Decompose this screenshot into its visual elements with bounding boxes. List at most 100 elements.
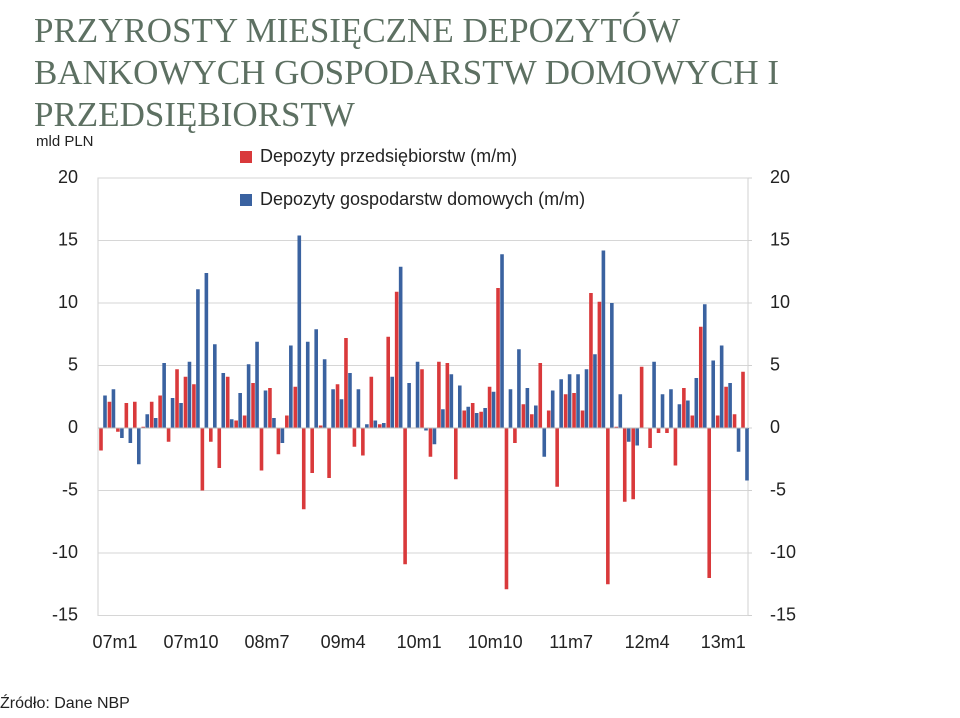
bar <box>593 354 597 428</box>
bar <box>424 428 428 431</box>
bar <box>415 361 420 428</box>
bar <box>441 409 445 428</box>
bar <box>698 326 703 428</box>
bar <box>136 428 141 465</box>
y-tick-label: 5 <box>68 354 78 374</box>
bar <box>496 288 500 428</box>
bar <box>420 369 424 428</box>
bar <box>563 394 568 428</box>
bar <box>432 428 437 445</box>
y-tick-label: 20 <box>58 167 78 187</box>
bar <box>707 428 712 578</box>
bar <box>183 376 188 428</box>
bar <box>116 428 120 432</box>
bar <box>719 345 724 428</box>
bar <box>128 428 133 443</box>
y-tick-label: -10 <box>52 542 78 562</box>
x-tick-label: 08m7 <box>245 632 290 652</box>
bar <box>724 386 728 428</box>
bar <box>145 414 150 428</box>
bar <box>479 411 483 428</box>
bar <box>373 420 378 428</box>
bar <box>686 400 690 428</box>
x-tick-label: 07m1 <box>92 632 137 652</box>
chart-title-line: BANKOWYCH GOSPODARSTW DOMOWYCH I <box>34 53 779 92</box>
y2-tick-label: -15 <box>770 604 796 624</box>
bar <box>103 395 107 428</box>
bar <box>504 428 509 590</box>
bar <box>305 341 310 428</box>
bar <box>153 418 158 428</box>
bar <box>601 250 606 428</box>
bar <box>728 383 732 428</box>
bar <box>276 428 281 455</box>
bar <box>665 428 669 433</box>
bar <box>229 419 234 428</box>
bar <box>285 415 289 428</box>
bar <box>331 389 335 428</box>
bar <box>517 349 521 428</box>
bar <box>487 386 492 428</box>
y2-tick-label: -10 <box>770 542 796 562</box>
bar <box>584 369 589 428</box>
bar <box>196 289 200 428</box>
bar <box>559 379 563 428</box>
legend-label: Depozyty przedsiębiorstw (m/m) <box>260 146 517 166</box>
bar <box>289 345 293 428</box>
bar <box>390 376 395 428</box>
bar <box>268 388 272 428</box>
bar <box>555 428 559 487</box>
bar <box>462 410 467 428</box>
bar <box>606 428 610 585</box>
bar <box>200 428 205 491</box>
bar <box>166 428 171 442</box>
bar <box>175 369 179 428</box>
source: Źródło: Dane NBP <box>0 693 130 712</box>
x-tick-label: 11m7 <box>549 632 593 652</box>
bar <box>521 404 526 428</box>
bar <box>209 428 213 442</box>
bar <box>491 391 496 428</box>
bar <box>242 415 247 428</box>
bar <box>238 393 242 428</box>
y2-tick-label: -5 <box>770 479 786 499</box>
bar <box>225 376 230 428</box>
bar <box>589 293 593 428</box>
bar <box>513 428 517 443</box>
bar <box>745 428 749 481</box>
bar <box>327 428 331 478</box>
bar <box>626 428 631 442</box>
bar <box>170 398 175 428</box>
bar <box>457 385 462 428</box>
bar <box>246 364 251 428</box>
bar <box>470 403 475 428</box>
bar <box>381 423 386 428</box>
bar <box>576 374 580 428</box>
bar <box>407 383 411 428</box>
bar <box>297 235 302 428</box>
bar <box>677 404 682 428</box>
bar <box>508 389 513 428</box>
bar <box>550 390 555 428</box>
bar <box>711 360 716 428</box>
bar <box>669 389 673 428</box>
bar <box>610 303 614 428</box>
y2-tick-label: 5 <box>770 354 780 374</box>
x-tick-label: 13m1 <box>701 632 746 652</box>
bar <box>715 415 720 428</box>
bar <box>263 390 268 428</box>
x-tick-label: 10m10 <box>468 632 523 652</box>
chart-title-line: PRZYROSTY MIESIĘCZNE DEPOZYTÓW <box>34 10 680 50</box>
bar <box>280 428 285 443</box>
y-tick-label: 0 <box>68 417 78 437</box>
bar <box>673 428 678 466</box>
bar <box>648 428 652 448</box>
bar <box>449 374 454 428</box>
bar <box>369 376 374 428</box>
bar <box>732 414 737 428</box>
bar <box>365 424 369 428</box>
bar <box>187 361 192 428</box>
bar <box>741 371 745 428</box>
bar <box>141 426 146 428</box>
